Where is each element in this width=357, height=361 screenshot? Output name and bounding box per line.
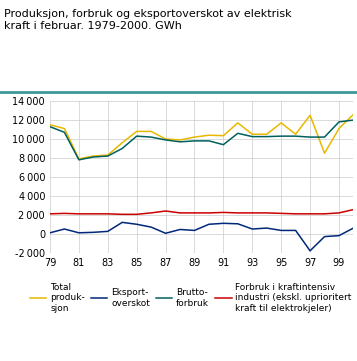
Legend: Total
produk-
sjon, Eksport-
overskot, Brutto-
forbruk, Forbruk i kraftintensiv
: Total produk- sjon, Eksport- overskot, B… [30,283,352,313]
Text: Produksjon, forbruk og eksportoverskot av elektrisk
kraft i februar. 1979-2000. : Produksjon, forbruk og eksportoverskot a… [4,9,291,31]
